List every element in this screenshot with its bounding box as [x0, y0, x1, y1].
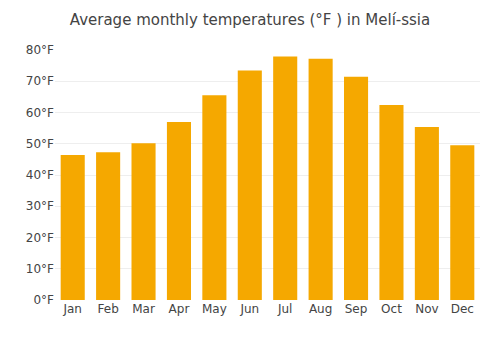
svg-text:Jun: Jun [239, 302, 259, 316]
svg-text:Nov: Nov [415, 302, 438, 316]
svg-text:50°F: 50°F [26, 137, 54, 151]
svg-text:Oct: Oct [381, 302, 402, 316]
svg-text:0°F: 0°F [33, 293, 54, 307]
svg-text:20°F: 20°F [26, 231, 54, 245]
svg-text:Sep: Sep [345, 302, 368, 316]
svg-text:70°F: 70°F [26, 74, 54, 88]
svg-text:Mar: Mar [132, 302, 155, 316]
svg-text:60°F: 60°F [26, 106, 54, 120]
svg-text:80°F: 80°F [26, 43, 54, 57]
svg-text:40°F: 40°F [26, 168, 54, 182]
svg-text:30°F: 30°F [26, 199, 54, 213]
svg-text:Average monthly temperatures (: Average monthly temperatures (°F ) in Me… [70, 11, 430, 29]
svg-text:Dec: Dec [451, 302, 474, 316]
svg-text:10°F: 10°F [26, 262, 54, 276]
svg-text:Jan: Jan [62, 302, 82, 316]
svg-text:Feb: Feb [98, 302, 119, 316]
svg-text:May: May [202, 302, 227, 316]
svg-text:Jul: Jul [277, 302, 292, 316]
svg-text:Aug: Aug [309, 302, 332, 316]
svg-text:Apr: Apr [169, 302, 190, 316]
